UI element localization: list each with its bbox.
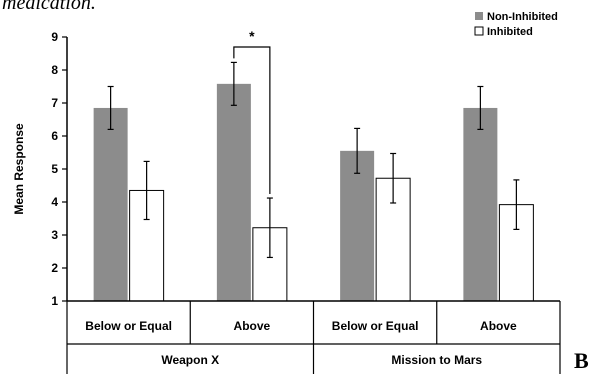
y-tick-label: 8: [51, 63, 58, 77]
y-tick-label: 4: [51, 195, 58, 209]
legend-swatch: [475, 12, 483, 20]
legend-swatch: [474, 26, 484, 36]
y-tick-label: 6: [51, 129, 58, 143]
y-tick-label: 3: [51, 228, 58, 242]
legend-label: Inhibited: [487, 26, 533, 38]
y-tick-label: 9: [51, 30, 58, 44]
significance-bracket: [233, 46, 271, 195]
bar: [216, 83, 251, 301]
caption-text: medication.: [2, 0, 96, 14]
x-axis: Below or Equal Above Below or Equal Above We…: [66, 300, 561, 374]
x-category-label: Below or Equal: [85, 319, 172, 333]
y-axis: 1 2 3 4 5 6 7 8 9 Mean Response: [12, 30, 68, 308]
x-category-label: Above: [234, 319, 271, 333]
bar: [463, 107, 498, 301]
x-group-label: Weapon X: [161, 353, 219, 367]
legend-label: Non-Inhibited: [487, 11, 558, 23]
x-category-label: Above: [480, 319, 517, 333]
x-category-label: Below or Equal: [332, 319, 419, 333]
legend: Non-Inhibited Inhibited: [474, 11, 558, 38]
x-group-label: Mission to Mars: [391, 353, 482, 367]
panel-letter: B: [574, 348, 589, 373]
bar: [340, 150, 375, 301]
y-tick-label: 5: [51, 162, 58, 176]
y-tick-label: 1: [51, 294, 58, 308]
significance-marker: *: [249, 28, 255, 44]
annotations: *: [233, 28, 271, 195]
y-tick-label: 7: [51, 96, 58, 110]
y-axis-title: Mean Response: [12, 123, 26, 215]
bars: [93, 61, 534, 302]
y-tick-label: 2: [51, 261, 58, 275]
bar: [93, 107, 128, 301]
